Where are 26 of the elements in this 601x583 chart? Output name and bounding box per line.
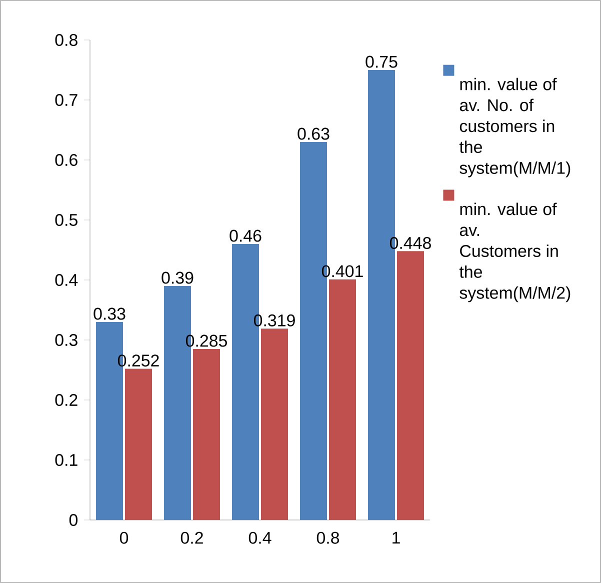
bar <box>193 348 220 520</box>
bar <box>261 328 288 520</box>
x-tick-label: 0 <box>120 532 128 544</box>
data-label: 0.39 <box>162 272 194 284</box>
y-tick-label: 0.4 <box>55 274 78 286</box>
y-tick-label: 0.6 <box>55 154 78 166</box>
y-tick-label: 0.5 <box>55 214 78 226</box>
y-tick-label: 0.8 <box>55 34 78 46</box>
x-tick-label: 0.4 <box>248 532 272 544</box>
y-tick-label: 0.7 <box>55 94 78 106</box>
bar <box>397 251 424 520</box>
data-label: 0.63 <box>298 128 330 140</box>
y-tick-label: 0.1 <box>55 454 78 466</box>
legend-label: min. value of av. No. of customers in the system(M/M/1) <box>459 78 570 178</box>
x-tick-label: 1 <box>392 532 400 544</box>
bar <box>329 279 356 520</box>
data-label: 0.33 <box>94 308 126 320</box>
data-label: 0.46 <box>230 230 262 242</box>
x-tick-label: 0.8 <box>316 532 340 544</box>
y-tick-label: 0.2 <box>55 394 78 406</box>
legend-label: min. value of av. Customers in the system(M/M/2) <box>459 202 570 302</box>
data-label: 0.75 <box>366 56 398 68</box>
y-tick-label: 0 <box>69 514 78 526</box>
bar <box>125 368 152 520</box>
x-tick-label: 0.2 <box>180 532 203 544</box>
y-tick-label: 0.3 <box>55 334 78 346</box>
